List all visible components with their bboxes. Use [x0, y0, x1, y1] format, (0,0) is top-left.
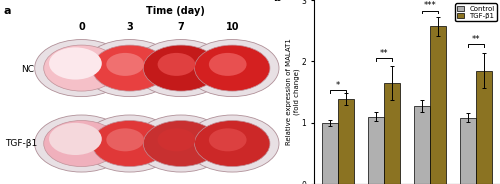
- Circle shape: [134, 115, 228, 172]
- Text: **: **: [380, 49, 388, 58]
- Circle shape: [34, 40, 128, 97]
- Circle shape: [44, 45, 119, 91]
- Circle shape: [194, 45, 270, 91]
- Text: Time (day): Time (day): [146, 6, 204, 15]
- Circle shape: [49, 47, 102, 79]
- Circle shape: [144, 121, 218, 167]
- Circle shape: [134, 40, 228, 97]
- Circle shape: [49, 123, 102, 155]
- Circle shape: [106, 53, 144, 76]
- Circle shape: [44, 121, 119, 167]
- Bar: [430, 26, 446, 184]
- Circle shape: [83, 40, 176, 97]
- Bar: [384, 83, 400, 184]
- Circle shape: [83, 115, 176, 172]
- Bar: [322, 123, 338, 184]
- Circle shape: [106, 128, 144, 151]
- Y-axis label: Relative expression of MALAT1
(fold change): Relative expression of MALAT1 (fold chan…: [286, 39, 300, 145]
- Bar: [368, 116, 384, 184]
- Bar: [460, 118, 475, 184]
- Circle shape: [92, 121, 168, 167]
- Text: ***: ***: [424, 1, 436, 10]
- Circle shape: [186, 40, 279, 97]
- Text: **: **: [472, 35, 480, 44]
- Circle shape: [186, 115, 279, 172]
- Circle shape: [34, 115, 128, 172]
- Text: a: a: [3, 6, 10, 15]
- Circle shape: [158, 53, 196, 76]
- Text: 7: 7: [178, 22, 184, 32]
- Text: *: *: [336, 81, 340, 90]
- Text: 10: 10: [226, 22, 239, 32]
- Text: 3: 3: [126, 22, 133, 32]
- Text: 0: 0: [78, 22, 85, 32]
- Circle shape: [209, 53, 246, 76]
- Circle shape: [92, 45, 168, 91]
- Text: NC: NC: [20, 66, 34, 74]
- Text: TGF-β1: TGF-β1: [5, 139, 37, 148]
- Text: b: b: [273, 0, 280, 3]
- Circle shape: [209, 128, 246, 151]
- Circle shape: [144, 45, 218, 91]
- Bar: [476, 70, 492, 184]
- Circle shape: [194, 121, 270, 167]
- Circle shape: [158, 128, 196, 151]
- Legend: Control, TGF-β1: Control, TGF-β1: [456, 3, 496, 21]
- Bar: [414, 106, 430, 184]
- Bar: [338, 99, 354, 184]
